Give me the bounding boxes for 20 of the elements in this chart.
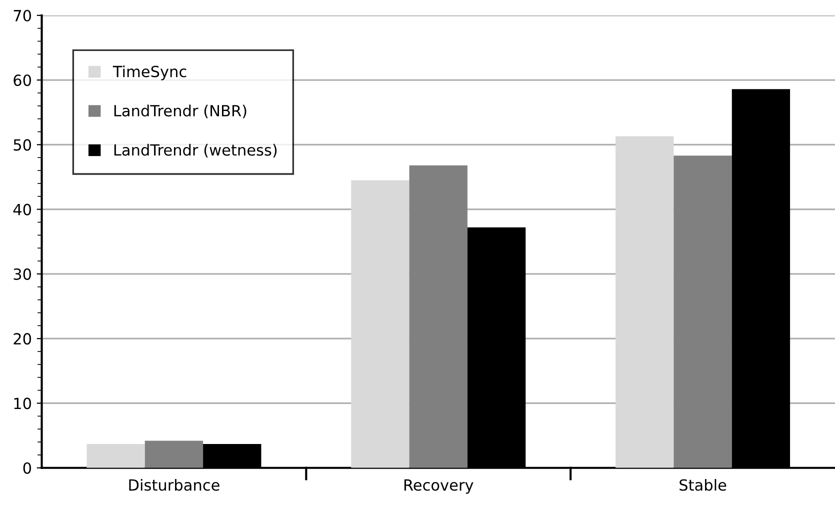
- y-tick-label: 40: [13, 204, 32, 216]
- bar: [351, 180, 410, 468]
- y-tick-label: 30: [14, 268, 32, 280]
- y-tick-label: 10: [14, 398, 32, 410]
- legend-label: TimeSync: [112, 65, 186, 80]
- legend-label: LandTrendr (wetness): [114, 144, 277, 158]
- bar: [616, 136, 674, 468]
- x-tick-label: Disturbance: [129, 478, 220, 491]
- bar: [674, 156, 732, 468]
- y-tick-label: 50: [14, 139, 32, 151]
- bar: [86, 444, 145, 468]
- y-tick-label: 70: [14, 10, 32, 22]
- x-tick-label: Stable: [680, 478, 726, 491]
- bar: [144, 440, 204, 468]
- x-tick-label: Recovery: [404, 479, 474, 494]
- bar: [409, 165, 468, 468]
- legend-label: LandTrendr (NBR): [114, 104, 246, 118]
- y-tick-label: 60: [14, 74, 32, 86]
- y-tick-label: 0: [23, 462, 32, 474]
- y-tick-label: 20: [14, 333, 32, 345]
